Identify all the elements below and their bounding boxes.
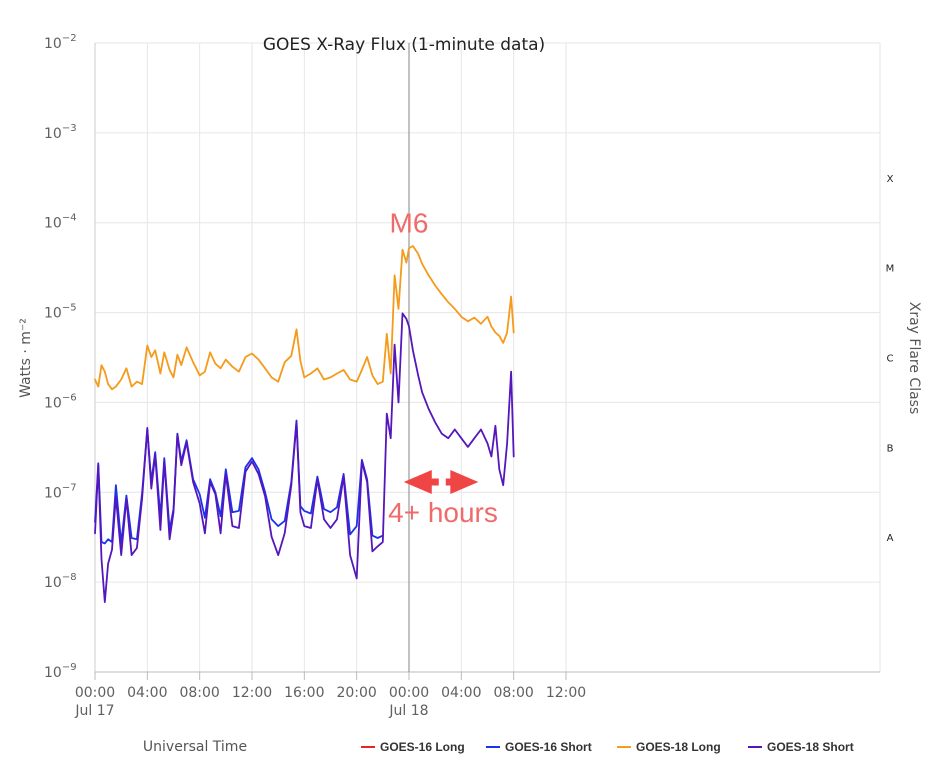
x-tick-label: 08:00: [493, 685, 533, 701]
x-tick-date: Jul 17: [74, 703, 114, 719]
y-tick-label: 10−7: [44, 482, 77, 501]
y-tick-label: 10−9: [44, 662, 77, 681]
duration-label: 4+ hours: [388, 497, 498, 528]
legend-label: GOES-16 Long: [380, 740, 465, 754]
flare-class-x: X: [887, 174, 894, 185]
x-tick-label: 00:00: [389, 685, 429, 701]
legend-label: GOES-18 Short: [767, 740, 854, 754]
y-tick-label: 10−5: [44, 303, 77, 322]
y-tick-label: 10−6: [44, 392, 77, 411]
x-tick-label: 16:00: [284, 685, 324, 701]
legend-item-goes-16-long[interactable]: GOES-16 Long: [361, 740, 465, 754]
series-goes-18-long: [94, 245, 515, 391]
x-axis-ticks: 00:00 Jul 17 04:00 08:00 12:00 16:00 20:00 00:0…: [74, 672, 586, 719]
duration-arrow-left-head: [403, 470, 432, 495]
x-axis-label: Universal Time: [143, 739, 247, 755]
y-axis-label: Watts · m⁻²: [18, 318, 34, 398]
series-lines: [94, 245, 515, 603]
x-tick-date: Jul 18: [388, 703, 428, 719]
flare-class-c: C: [887, 354, 894, 365]
x-tick-label: 08:00: [179, 685, 219, 701]
annotations: M6 4+ hours: [388, 208, 498, 529]
x-tick-label: 04:00: [127, 685, 167, 701]
y-tick-label: 10−4: [44, 213, 77, 232]
flare-class-b: B: [887, 443, 894, 454]
x-tick-label: 20:00: [336, 685, 376, 701]
flare-class-labels: A B C M X: [886, 174, 895, 544]
x-tick-label: 12:00: [232, 685, 272, 701]
y-axis-ticks: 10−9 10−8 10−7 10−6 10−5 10−4 10−3 10−2: [44, 33, 77, 681]
series-goes-18-short: [94, 312, 515, 603]
legend-item-goes-16-short[interactable]: GOES-16 Short: [486, 740, 592, 754]
duration-arrow-right-head: [450, 470, 479, 495]
x-tick-label: 04:00: [441, 685, 481, 701]
legend[interactable]: GOES-16 Long GOES-16 Short GOES-18 Long GOE…: [361, 740, 854, 754]
legend-label: GOES-16 Short: [505, 740, 592, 754]
legend-item-goes-18-short[interactable]: GOES-18 Short: [748, 740, 854, 754]
flare-class-m: M: [886, 264, 895, 275]
legend-label: GOES-18 Long: [636, 740, 721, 754]
flare-class-axis-label: Xray Flare Class: [906, 302, 922, 415]
series-goes-16-short: [94, 419, 384, 545]
flare-peak-label: M6: [390, 208, 429, 239]
y-tick-label: 10−2: [44, 33, 77, 52]
y-tick-label: 10−8: [44, 572, 77, 591]
x-tick-label: 00:00: [75, 685, 115, 701]
chart-title: GOES X-Ray Flux (1-minute data): [263, 35, 545, 55]
y-tick-label: 10−3: [44, 123, 77, 142]
x-tick-label: 12:00: [546, 685, 586, 701]
flare-class-a: A: [887, 533, 894, 544]
legend-item-goes-18-long[interactable]: GOES-18 Long: [617, 740, 721, 754]
